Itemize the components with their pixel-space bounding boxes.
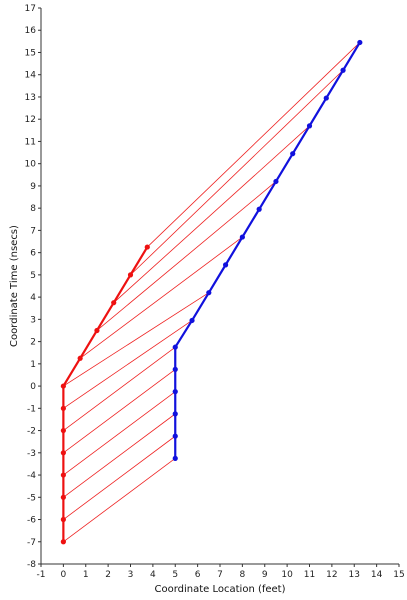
y-tick-label: 8 bbox=[30, 204, 36, 214]
signal-line bbox=[130, 69, 344, 276]
y-tick-label: -5 bbox=[27, 493, 36, 503]
blue-point bbox=[290, 151, 296, 157]
blue-point bbox=[222, 262, 229, 268]
y-tick-label: 10 bbox=[25, 160, 37, 170]
y-tick-label: 6 bbox=[30, 249, 36, 259]
y-axis-title: Coordinate Time (nsecs) bbox=[9, 225, 20, 347]
x-tick-label: 1 bbox=[83, 570, 89, 580]
y-tick-label: 15 bbox=[25, 48, 36, 58]
blue-point bbox=[206, 290, 212, 296]
blue-point bbox=[273, 178, 279, 185]
blue-point bbox=[256, 206, 262, 212]
signal-line bbox=[63, 346, 176, 431]
signal-line bbox=[63, 320, 193, 409]
y-tick-label: 0 bbox=[30, 382, 36, 392]
red-point bbox=[60, 472, 66, 478]
x-tick-label: 4 bbox=[150, 570, 156, 580]
signal-line bbox=[63, 391, 176, 476]
x-tick-label: 5 bbox=[172, 570, 178, 580]
signal-line bbox=[79, 236, 243, 359]
blue-point bbox=[357, 39, 363, 46]
red-point bbox=[144, 244, 150, 250]
signal-line bbox=[63, 292, 210, 387]
y-tick-label: 2 bbox=[30, 338, 36, 348]
y-tick-label: 14 bbox=[25, 71, 37, 81]
signal-line bbox=[63, 413, 176, 498]
data-series bbox=[60, 39, 363, 545]
red-point bbox=[60, 450, 66, 456]
x-tick-label: -1 bbox=[37, 570, 46, 580]
blue-point bbox=[172, 389, 178, 395]
x-tick-label: 7 bbox=[217, 570, 223, 580]
signal-line bbox=[147, 42, 361, 248]
red-point bbox=[60, 427, 66, 434]
x-tick-label: 2 bbox=[105, 570, 111, 580]
red-point bbox=[127, 272, 134, 278]
y-tick-label: 11 bbox=[25, 137, 36, 147]
x-tick-label: 3 bbox=[128, 570, 134, 580]
blue-point bbox=[172, 344, 178, 350]
blue-point bbox=[172, 366, 178, 372]
blue-point bbox=[306, 123, 313, 129]
blue-point bbox=[172, 433, 178, 439]
x-tick-label: 6 bbox=[195, 570, 201, 580]
y-tick-label: 3 bbox=[30, 315, 36, 325]
red-point bbox=[60, 494, 66, 500]
ticks: -8-7-6-5-4-3-2-1012345678910111213141516… bbox=[25, 4, 405, 580]
x-tick-label: 11 bbox=[304, 570, 315, 580]
red-point bbox=[60, 383, 66, 389]
red-point bbox=[77, 355, 83, 361]
y-tick-label: -1 bbox=[27, 404, 36, 414]
blue-point bbox=[189, 317, 195, 324]
blue-point bbox=[172, 411, 178, 417]
y-tick-label: -3 bbox=[27, 449, 36, 459]
y-tick-label: -7 bbox=[27, 538, 36, 548]
red-point bbox=[60, 516, 66, 523]
red-point bbox=[60, 539, 66, 545]
y-tick-label: -6 bbox=[27, 516, 36, 526]
blue-point bbox=[323, 95, 329, 101]
blue-point bbox=[239, 234, 245, 240]
y-tick-label: -4 bbox=[27, 471, 36, 481]
y-tick-label: -2 bbox=[27, 427, 36, 437]
red-point bbox=[60, 405, 66, 411]
signal-line bbox=[63, 369, 176, 454]
y-tick-label: 17 bbox=[25, 4, 36, 14]
plot-area bbox=[41, 8, 399, 564]
signal-line bbox=[63, 458, 176, 543]
blue-point bbox=[172, 455, 178, 461]
red-point bbox=[94, 327, 100, 334]
x-tick-label: 15 bbox=[393, 570, 404, 580]
x-tick-label: 8 bbox=[240, 570, 246, 580]
y-tick-label: 7 bbox=[30, 226, 36, 236]
y-tick-label: 1 bbox=[30, 360, 36, 370]
signal-line bbox=[63, 435, 176, 520]
y-tick-label: 9 bbox=[30, 182, 36, 192]
signal-line bbox=[113, 125, 310, 303]
y-tick-label: 4 bbox=[30, 293, 36, 303]
blue-point bbox=[340, 67, 346, 73]
x-tick-label: 13 bbox=[349, 570, 360, 580]
y-tick-label: 12 bbox=[25, 115, 36, 125]
x-tick-label: 12 bbox=[326, 570, 337, 580]
x-tick-label: 9 bbox=[262, 570, 268, 580]
x-axis-title: Coordinate Location (feet) bbox=[154, 584, 285, 595]
y-tick-label: 13 bbox=[25, 93, 36, 103]
y-tick-label: -8 bbox=[27, 560, 36, 570]
y-tick-label: 16 bbox=[25, 26, 37, 36]
red-point bbox=[111, 300, 117, 306]
x-tick-label: 10 bbox=[281, 570, 293, 580]
x-tick-label: 14 bbox=[371, 570, 383, 580]
signal-line bbox=[96, 181, 277, 331]
y-tick-label: 5 bbox=[30, 271, 36, 281]
signal-lines bbox=[63, 42, 361, 543]
x-tick-label: 0 bbox=[61, 570, 67, 580]
